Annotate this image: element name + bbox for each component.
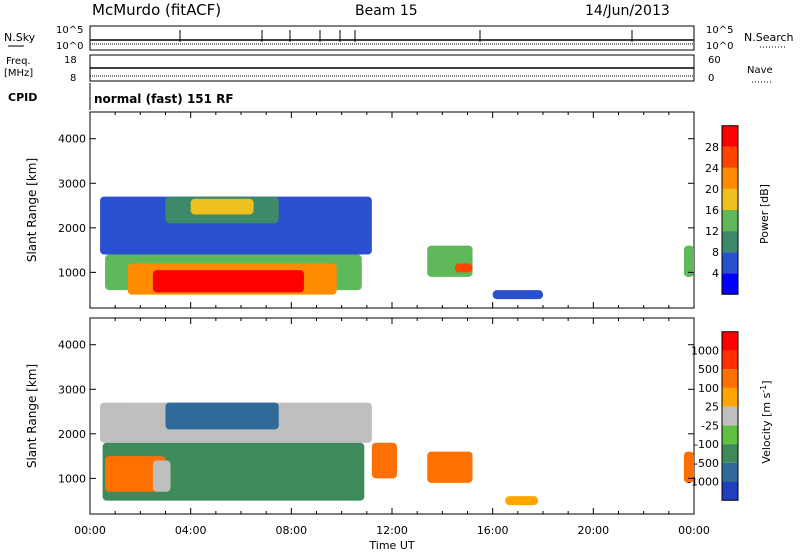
colorbar-segment [722,210,738,232]
nsearch-tick-bottom: 10^0 [706,41,733,52]
x-tick-label: 00:00 [678,524,710,537]
y-tick-label: 4000 [58,133,86,146]
colorbar-segment [722,273,738,295]
echo-region [505,496,538,506]
colorbar-segment [722,369,738,388]
colorbar-tick-label: 28 [705,141,719,154]
colorbar-segment [722,481,738,501]
freq-trace [90,67,694,77]
nave-tick-bottom: 0 [708,73,714,84]
nave-label: Nave [747,65,773,76]
nsky-label: N.Sky [4,31,36,44]
colorbar-segment [722,146,738,168]
colorbar-segment [722,350,738,370]
colorbar-tick-label: 4 [712,267,719,280]
colorbar-tick-label: 20 [705,183,719,196]
colorbar-frame [721,125,739,295]
x-tick-label: 08:00 [275,524,307,537]
nsearch-label: N.Search [744,31,794,44]
colorbar-tick-label: 16 [705,204,719,217]
colorbar-tick-label: 500 [698,363,719,376]
echo-region [427,451,473,483]
echo-region [165,402,279,430]
colorbar-segment [722,406,738,426]
echo-region [683,451,694,483]
colorbar-segment [722,331,738,351]
velocity-colorbar-label: Velocity [m s-1] [759,380,774,463]
x-tick-label: 20:00 [577,524,609,537]
nsearch-tick-top: 10^5 [706,25,733,36]
time-axis: 00:00 04:00 08:00 12:00 16:00 20:00 00:00 [74,524,710,537]
colorbar-segment [722,188,738,210]
echo-region [152,460,171,492]
freq-tick-bottom: 8 [70,73,76,84]
nave-tick-top: 60 [708,55,721,66]
x-tick-label: 16:00 [477,524,509,537]
echo-region [190,198,254,215]
y-tick-label: 1000 [58,472,86,485]
colorbar-tick-label: 24 [705,162,719,175]
cpid-value: normal (fast) 151 RF [94,92,234,106]
freq-tick-top: 18 [64,55,77,66]
date-label: 14/Jun/2013 [585,3,670,19]
nsky-tick-top: 10^5 [56,25,83,36]
power-colorbar-label: Power [dB] [758,184,771,244]
y-tick-label: 4000 [58,339,86,352]
colorbar-segment [722,231,738,253]
colorbar-segment [722,252,738,274]
time-axis-label: Time UT [368,539,414,552]
power-echoes [100,196,694,300]
colorbar-segment [722,425,738,445]
colorbar-tick-label: 100 [698,382,719,395]
nsky-tick-bottom: 10^0 [56,41,83,52]
y-tick-label: 3000 [58,177,86,190]
nsky-trace [90,30,694,45]
colorbar-segment [722,125,738,147]
x-tick-label: 00:00 [74,524,106,537]
colorbar-tick-label: -1000 [687,476,719,489]
power-colorbar: 4 8 12 16 20 24 28 [705,125,739,295]
y-tick-label: 2000 [58,428,86,441]
beam-label: Beam 15 [355,3,418,19]
velocity-echoes [100,402,694,506]
colorbar-tick-label: -100 [694,438,719,451]
cpid-label: CPID [8,91,37,104]
echo-region [105,456,166,492]
colorbar-tick-label: 8 [712,246,719,259]
x-tick-label: 04:00 [175,524,207,537]
power-axes: 1000 2000 3000 4000 [58,112,695,308]
freq-unit: [MHz] [4,68,33,79]
freq-label: Freq. [6,56,31,67]
x-tick-label: 12:00 [376,524,408,537]
colorbar-tick-label: -25 [701,419,719,432]
colorbar-frame [721,331,739,501]
echo-region [454,263,473,273]
velocity-ylabel: Slant Range [km] [25,364,39,468]
y-tick-label: 1000 [58,266,86,279]
station-title: McMurdo (fitACF) [92,1,221,19]
colorbar-segment [722,444,738,463]
power-ylabel: Slant Range [km] [25,158,39,262]
y-tick-label: 3000 [58,383,86,396]
colorbar-tick-label: 1000 [691,344,719,357]
colorbar-tick-label: 12 [705,225,719,238]
colorbar-tick-label: 25 [705,401,719,414]
y-tick-label: 2000 [58,222,86,235]
echo-region [152,270,304,293]
echo-region [683,245,694,277]
velocity-axes: 1000 2000 3000 4000 [58,318,695,514]
colorbar-tick-label: -500 [694,457,719,470]
colorbar-segment [722,387,738,407]
echo-region [492,290,543,300]
echo-region [371,442,398,479]
velocity-colorbar: 1000 500 100 25 -25 -100 -500 -1000 [687,331,739,501]
nsky-panel [89,25,695,51]
colorbar-segment [722,167,738,189]
colorbar-segment [722,462,738,482]
